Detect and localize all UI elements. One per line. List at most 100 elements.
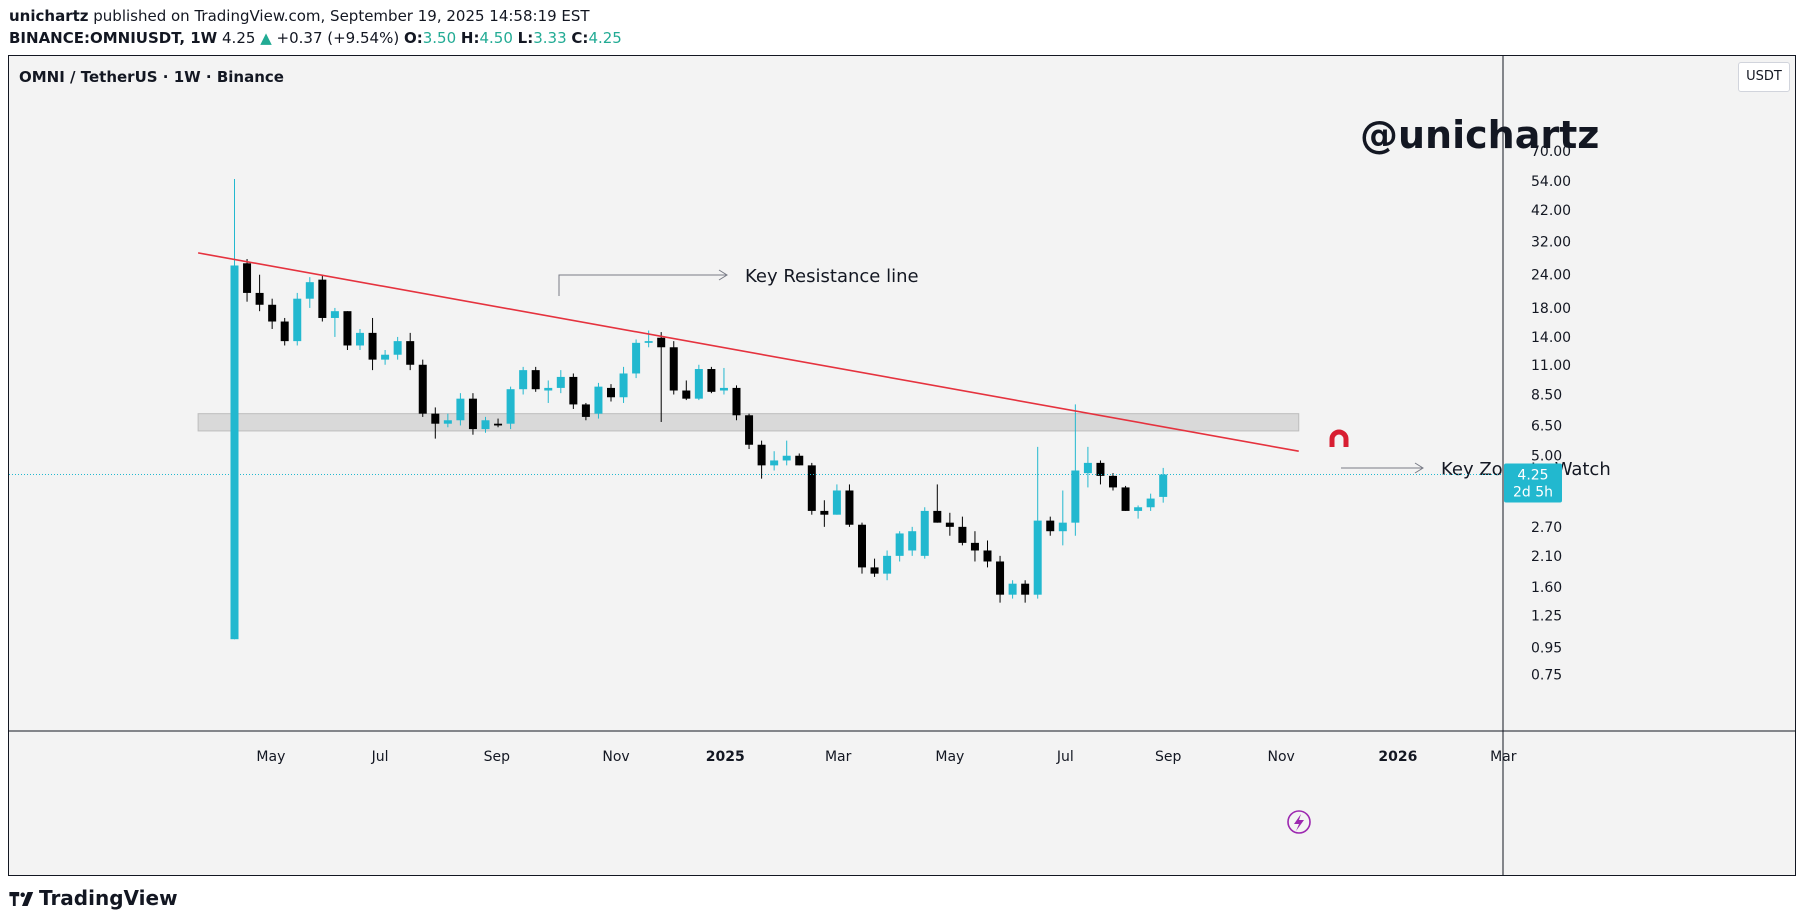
candle-body xyxy=(795,455,804,466)
candle-body xyxy=(870,567,879,574)
candle-body xyxy=(757,444,766,466)
candle-body xyxy=(694,369,703,399)
last-price-badge-value: 4.25 xyxy=(1517,468,1548,484)
candle-body xyxy=(996,561,1005,595)
x-tick-label: Jul xyxy=(1056,749,1074,765)
candle-body xyxy=(356,332,364,346)
x-tick-label: Nov xyxy=(1268,749,1295,765)
candle-body xyxy=(1021,583,1030,595)
candle-body xyxy=(581,404,590,417)
currency-unit-button[interactable]: USDT xyxy=(1738,62,1790,92)
candle-body xyxy=(983,550,992,562)
candle-body xyxy=(343,311,352,346)
close-value: 4.25 xyxy=(588,29,622,47)
zone-arrow-head-icon xyxy=(1414,462,1424,474)
candle-body xyxy=(330,311,339,318)
x-tick-label: 2026 xyxy=(1378,749,1417,765)
x-tick-label: May xyxy=(935,749,964,765)
y-tick-label: 1.25 xyxy=(1531,609,1562,625)
candle-body xyxy=(243,263,252,293)
x-tick-label: Mar xyxy=(1490,749,1517,765)
y-tick-label: 18.00 xyxy=(1531,301,1571,317)
candle-body xyxy=(770,460,779,466)
candle-body xyxy=(393,341,402,355)
y-tick-label: 11.00 xyxy=(1531,358,1571,374)
y-tick-label: 14.00 xyxy=(1531,330,1571,346)
candle-body xyxy=(1046,520,1055,532)
x-tick-label: Sep xyxy=(484,749,511,765)
candle-body xyxy=(845,490,854,525)
candle-body xyxy=(858,524,866,568)
candle-body xyxy=(1083,462,1092,474)
candle-body xyxy=(1159,474,1168,497)
low-value: 3.33 xyxy=(533,29,567,47)
candle-body xyxy=(1071,470,1080,523)
candle-body xyxy=(782,455,791,461)
candle-body xyxy=(280,321,289,342)
y-tick-label: 32.00 xyxy=(1531,235,1571,251)
y-tick-label: 0.75 xyxy=(1531,668,1562,684)
tradingview-footer[interactable]: TradingView xyxy=(9,886,178,910)
candle-body xyxy=(368,332,377,360)
candle-body xyxy=(657,337,666,348)
candle-body xyxy=(832,490,841,515)
open-value: 3.50 xyxy=(422,29,457,47)
price-change: +0.37 (+9.54%) xyxy=(276,29,400,47)
candle-body xyxy=(443,420,452,424)
change-arrow-icon: ▲ xyxy=(260,29,272,47)
y-tick-label: 54.00 xyxy=(1531,174,1571,190)
open-label: O: xyxy=(403,29,423,47)
candle-body xyxy=(970,542,979,551)
y-tick-label: 6.50 xyxy=(1531,418,1562,434)
candle-body xyxy=(958,526,967,543)
x-tick-label: Sep xyxy=(1155,749,1182,765)
candle-body xyxy=(945,522,954,527)
candle-body xyxy=(719,387,728,391)
y-tick-label: 24.00 xyxy=(1531,268,1571,284)
candle-body xyxy=(1146,498,1155,508)
candle-body xyxy=(381,354,390,360)
magnet-icon xyxy=(1329,429,1349,447)
candle-body xyxy=(607,387,615,398)
candle-body xyxy=(1008,583,1017,595)
candle-body xyxy=(669,347,678,391)
published-text: published on TradingView.com, September … xyxy=(93,7,590,25)
high-value: 4.50 xyxy=(479,29,513,47)
candle-body xyxy=(883,555,892,574)
candle-body xyxy=(318,279,327,318)
lightning-icon xyxy=(1287,810,1311,834)
candle-body xyxy=(1058,522,1067,532)
magnet-arc xyxy=(1329,429,1349,447)
y-tick-label: 2.10 xyxy=(1531,549,1562,565)
resistance-arrow-line xyxy=(558,274,727,296)
candle-body xyxy=(418,364,427,414)
resistance-line xyxy=(197,252,1299,453)
symbol-name: BINANCE:OMNIUSDT, 1W xyxy=(9,29,218,47)
candle-body xyxy=(431,413,440,424)
candle-body xyxy=(807,465,816,511)
footer-brand: TradingView xyxy=(39,886,178,910)
chart-frame xyxy=(8,55,1796,876)
x-tick-label: Nov xyxy=(602,749,629,765)
resistance-arrow-head-icon xyxy=(718,269,728,281)
candle-body xyxy=(707,369,716,392)
candle-body xyxy=(506,389,515,424)
close-label: C: xyxy=(571,29,589,47)
candles-layer xyxy=(230,179,1168,640)
high-label: H: xyxy=(460,29,480,47)
candle-body xyxy=(594,386,603,414)
candle-body xyxy=(1033,520,1042,595)
y-tick-label: 1.60 xyxy=(1531,580,1562,596)
x-tick-label: May xyxy=(256,749,285,765)
y-tick-label: 42.00 xyxy=(1531,203,1571,219)
candle-body xyxy=(519,370,528,390)
candle-body xyxy=(293,298,302,342)
y-tick-label: 5.00 xyxy=(1531,449,1562,465)
last-price-countdown: 2d 5h xyxy=(1513,485,1553,501)
candle-body xyxy=(644,341,653,343)
candle-body xyxy=(933,510,942,523)
y-tick-label: 70.00 xyxy=(1531,144,1571,160)
candle-body xyxy=(556,376,565,388)
